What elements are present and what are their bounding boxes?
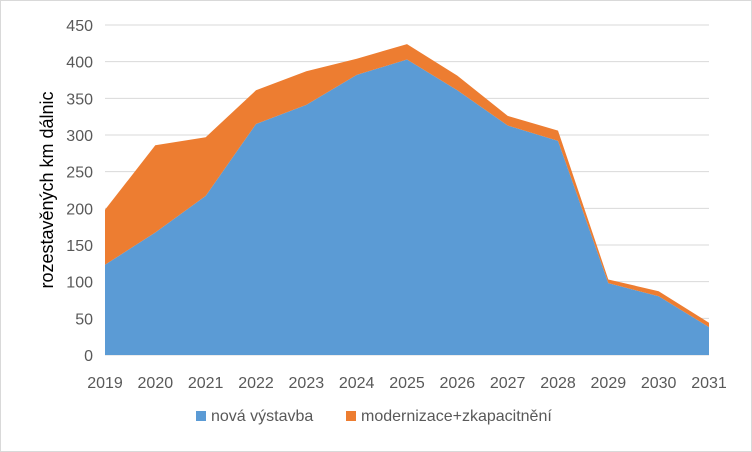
y-axis-title: rozestavěných km dálnic xyxy=(37,91,57,288)
legend-label: nová výstavba xyxy=(211,408,313,425)
x-tick-label: 2029 xyxy=(591,375,627,392)
y-tick-label: 50 xyxy=(75,311,93,328)
x-tick-label: 2030 xyxy=(641,375,677,392)
y-tick-label: 300 xyxy=(66,128,93,145)
area-series xyxy=(105,44,709,355)
x-tick-label: 2021 xyxy=(188,375,224,392)
x-tick-label: 2027 xyxy=(490,375,526,392)
y-tick-label: 0 xyxy=(84,348,93,365)
y-tick-label: 250 xyxy=(66,165,93,182)
legend-swatch xyxy=(196,411,206,421)
x-tick-label: 2020 xyxy=(138,375,174,392)
area-modernizace xyxy=(105,44,709,328)
x-tick-label: 2028 xyxy=(540,375,576,392)
y-axis-ticks: 0 50 100 150 200 250 300 350 400 450 xyxy=(66,18,93,365)
x-tick-label: 2025 xyxy=(389,375,425,392)
x-tick-label: 2024 xyxy=(339,375,375,392)
legend-swatch xyxy=(346,411,356,421)
y-tick-label: 450 xyxy=(66,18,93,35)
x-tick-label: 2022 xyxy=(238,375,274,392)
x-tick-label: 2023 xyxy=(289,375,325,392)
y-tick-label: 350 xyxy=(66,91,93,108)
y-tick-label: 200 xyxy=(66,201,93,218)
x-tick-label: 2031 xyxy=(691,375,727,392)
legend: nová výstavba modernizace+zkapacitnění xyxy=(196,408,552,425)
x-axis-ticks: 2019 2020 2021 2022 2023 2024 2025 2026 2027 2028… xyxy=(87,375,727,392)
y-tick-label: 100 xyxy=(66,275,93,292)
legend-label: modernizace+zkapacitnění xyxy=(361,408,552,425)
x-tick-label: 2026 xyxy=(440,375,476,392)
y-tick-label: 150 xyxy=(66,238,93,255)
x-tick-label: 2019 xyxy=(87,375,123,392)
y-tick-label: 400 xyxy=(66,55,93,72)
area-nova-vystavba xyxy=(105,59,709,355)
